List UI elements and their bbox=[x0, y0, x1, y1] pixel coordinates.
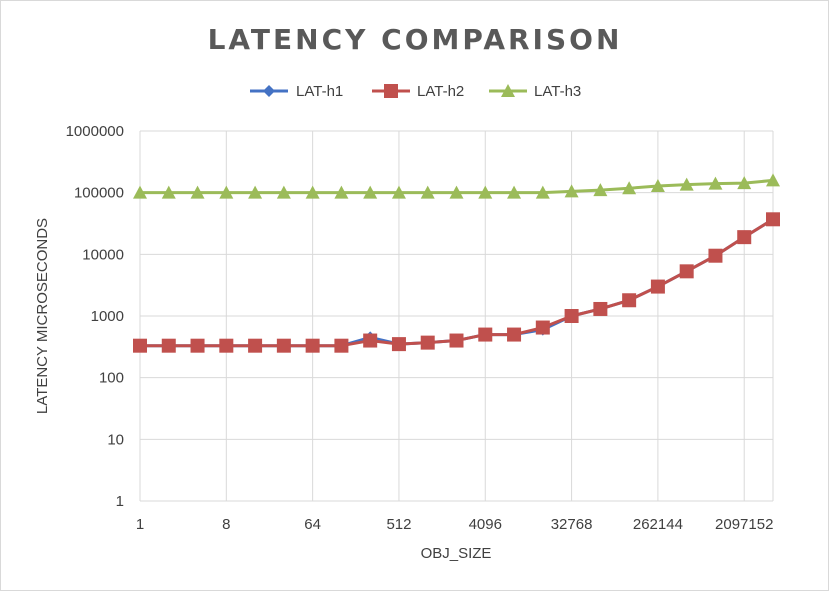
data-point bbox=[622, 293, 637, 308]
data-point bbox=[679, 264, 694, 279]
data-point bbox=[708, 248, 723, 263]
y-tick-label: 10000 bbox=[82, 246, 124, 263]
data-point bbox=[276, 338, 291, 353]
legend-label: LAT-h1 bbox=[296, 83, 343, 100]
y-tick-label: 1000 bbox=[91, 308, 124, 325]
y-tick-label: 10 bbox=[107, 431, 124, 448]
legend-item: LAT-h2 bbox=[372, 83, 464, 100]
data-point bbox=[305, 338, 320, 353]
data-point bbox=[622, 181, 637, 195]
data-point bbox=[507, 185, 522, 199]
y-tick-label: 100 bbox=[99, 370, 124, 387]
data-point bbox=[593, 301, 608, 316]
data-point bbox=[391, 185, 406, 199]
data-point bbox=[219, 185, 234, 199]
legend-marker bbox=[501, 84, 515, 97]
data-point bbox=[133, 338, 147, 353]
data-point bbox=[363, 333, 378, 348]
legend-label: LAT-h3 bbox=[534, 83, 581, 100]
x-tick-label: 8 bbox=[222, 516, 230, 533]
data-point bbox=[420, 185, 435, 199]
data-point bbox=[679, 177, 694, 191]
data-point bbox=[276, 185, 291, 199]
series-lat-h1 bbox=[134, 213, 779, 352]
legend-marker bbox=[384, 84, 398, 98]
x-axis-ticks: 1 8 64 512 4096 32768 262144 2097152 bbox=[136, 516, 774, 533]
x-tick-label: 64 bbox=[304, 516, 321, 533]
legend-item: LAT-h1 bbox=[250, 83, 343, 100]
legend: LAT-h1 LAT-h2 LAT-h3 bbox=[250, 83, 581, 100]
series-lat-h2 bbox=[133, 212, 780, 353]
series bbox=[133, 173, 780, 353]
x-axis-label: OBJ_SIZE bbox=[421, 545, 492, 562]
data-point bbox=[478, 185, 493, 199]
data-point bbox=[248, 185, 263, 199]
legend-marker bbox=[263, 85, 275, 97]
data-point bbox=[420, 335, 435, 350]
legend-item: LAT-h3 bbox=[489, 83, 581, 100]
data-point bbox=[190, 185, 205, 199]
data-point bbox=[650, 179, 665, 193]
data-point bbox=[564, 184, 579, 198]
data-point bbox=[305, 185, 320, 199]
x-tick-label: 4096 bbox=[469, 516, 502, 533]
data-point bbox=[478, 327, 493, 342]
data-point bbox=[190, 338, 205, 353]
x-tick-label: 512 bbox=[386, 516, 411, 533]
data-point bbox=[363, 185, 378, 199]
data-point bbox=[766, 173, 780, 187]
series-line bbox=[140, 218, 774, 348]
data-point bbox=[133, 185, 147, 199]
data-point bbox=[391, 337, 406, 352]
data-point bbox=[564, 309, 579, 323]
x-tick-label: 2097152 bbox=[715, 516, 773, 533]
data-point bbox=[593, 183, 608, 197]
data-point bbox=[219, 338, 234, 353]
y-axis-ticks: 1 10 100 1000 10000 100000 1000000 bbox=[66, 123, 124, 510]
y-tick-label: 1 bbox=[116, 493, 124, 510]
data-point bbox=[334, 185, 349, 199]
x-tick-label: 262144 bbox=[633, 516, 683, 533]
data-point bbox=[766, 212, 780, 227]
data-point bbox=[449, 185, 464, 199]
y-axis-label: LATENCY MICROSECONDS bbox=[34, 218, 51, 414]
data-point bbox=[161, 185, 176, 199]
legend-label: LAT-h2 bbox=[417, 83, 464, 100]
y-tick-label: 1000000 bbox=[66, 123, 124, 140]
data-point bbox=[535, 320, 550, 335]
x-tick-label: 32768 bbox=[551, 516, 593, 533]
data-point bbox=[161, 338, 176, 353]
data-point bbox=[507, 327, 522, 342]
chart-title: LATENCY COMPARISON bbox=[208, 23, 623, 56]
series-lat-h3 bbox=[133, 173, 780, 199]
data-point bbox=[535, 185, 550, 199]
data-point bbox=[334, 338, 349, 353]
series-line bbox=[140, 218, 774, 348]
data-point bbox=[708, 176, 723, 190]
data-point bbox=[737, 230, 752, 245]
data-point bbox=[650, 279, 665, 294]
data-point bbox=[248, 338, 263, 353]
y-tick-label: 100000 bbox=[74, 185, 124, 202]
data-point bbox=[449, 333, 464, 348]
x-tick-label: 1 bbox=[136, 516, 144, 533]
data-point bbox=[737, 176, 752, 190]
